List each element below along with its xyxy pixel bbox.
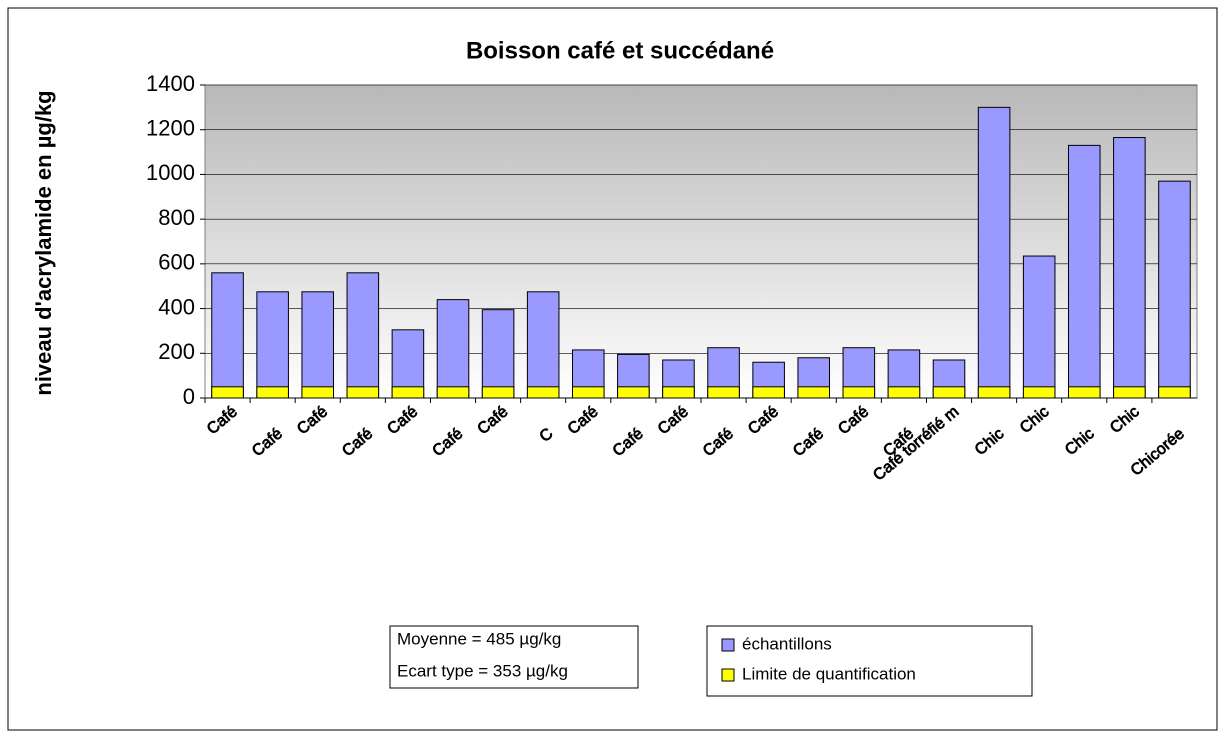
y-axis-label: niveau d'acrylamide en µg/kg bbox=[31, 90, 56, 395]
chart-title: Boisson café et succédané bbox=[466, 37, 774, 64]
legend-label: échantillons bbox=[742, 634, 832, 653]
bar bbox=[346, 272, 380, 399]
y-tick-label: 1400 bbox=[146, 71, 195, 96]
bar bbox=[301, 386, 335, 399]
bar bbox=[1158, 386, 1191, 399]
stats-box bbox=[389, 625, 639, 689]
bar bbox=[977, 106, 1011, 399]
bar bbox=[977, 386, 1011, 399]
bar bbox=[1067, 144, 1101, 399]
bar bbox=[481, 386, 515, 399]
bar bbox=[887, 386, 921, 399]
bar bbox=[797, 386, 831, 399]
y-tick-label: 0 bbox=[183, 384, 195, 409]
bar bbox=[526, 291, 560, 399]
y-tick-label: 800 bbox=[158, 205, 195, 230]
bar bbox=[932, 386, 966, 399]
stats-text: Ecart type = 353 µg/kg bbox=[397, 661, 568, 680]
stats-text: Moyenne = 485 µg/kg bbox=[397, 629, 561, 648]
bar bbox=[1113, 137, 1146, 399]
legend-swatch bbox=[721, 638, 735, 652]
bar bbox=[707, 386, 740, 399]
legend-label: Limite de quantification bbox=[742, 664, 916, 683]
bar bbox=[1067, 386, 1101, 399]
bar bbox=[1022, 386, 1056, 399]
bar bbox=[1022, 255, 1056, 399]
bar bbox=[662, 386, 695, 399]
bar bbox=[842, 386, 876, 399]
bar bbox=[256, 291, 289, 399]
bar bbox=[481, 309, 515, 399]
bar bbox=[1113, 386, 1146, 399]
y-tick-label: 400 bbox=[158, 294, 195, 319]
bar bbox=[1158, 180, 1191, 399]
y-tick-label: 200 bbox=[158, 339, 195, 364]
bar bbox=[256, 386, 289, 399]
bar bbox=[346, 386, 380, 399]
bar bbox=[752, 386, 785, 399]
bar bbox=[436, 299, 470, 399]
bar bbox=[571, 386, 605, 399]
bar bbox=[211, 272, 244, 399]
bar bbox=[526, 386, 560, 399]
y-tick-label: 1200 bbox=[146, 116, 195, 141]
bar bbox=[617, 386, 650, 399]
y-tick-label: 1000 bbox=[146, 160, 195, 185]
bar bbox=[211, 386, 244, 399]
legend bbox=[706, 625, 1033, 697]
y-tick-label: 600 bbox=[158, 250, 195, 275]
bar bbox=[301, 291, 335, 399]
bar bbox=[436, 386, 470, 399]
legend-swatch bbox=[721, 668, 735, 682]
bar bbox=[391, 386, 425, 399]
